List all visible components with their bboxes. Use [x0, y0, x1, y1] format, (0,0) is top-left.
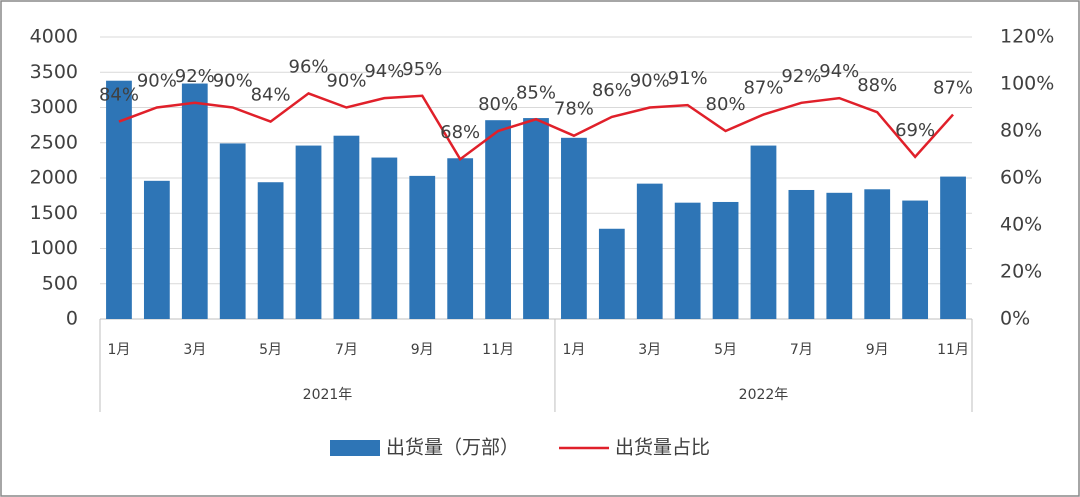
group-label: 2022年	[739, 387, 789, 403]
value-label: 94%	[819, 61, 859, 82]
legend-swatch	[330, 440, 380, 456]
x-tick-label: 1月	[107, 342, 130, 358]
bar	[902, 200, 929, 319]
bar	[788, 189, 815, 319]
legend-label: 出货量（万部）	[386, 437, 519, 459]
x-tick-label: 5月	[714, 342, 737, 358]
x-tick-label: 9月	[866, 342, 889, 358]
bar	[750, 145, 777, 319]
value-label: 95%	[402, 59, 442, 80]
x-tick-label: 3月	[638, 342, 661, 358]
y-tick-label: 3500	[30, 61, 78, 83]
bar	[636, 183, 663, 319]
y-tick-label: 4000	[30, 26, 78, 48]
bar	[598, 228, 625, 319]
value-label: 96%	[289, 56, 329, 77]
x-tick-label: 11月	[937, 342, 969, 358]
bar	[826, 192, 853, 319]
y2-tick-label: 60%	[1000, 167, 1042, 189]
bar	[106, 80, 132, 320]
bar	[712, 201, 739, 319]
value-label: 80%	[478, 94, 518, 115]
y-tick-label: 1000	[30, 237, 78, 259]
bar	[485, 120, 511, 319]
y-tick-label: 2000	[30, 167, 78, 189]
bar	[219, 143, 246, 319]
value-label: 84%	[251, 85, 291, 106]
y-tick-label: 1500	[30, 202, 78, 224]
y-tick-label: 2500	[30, 131, 78, 153]
y-tick-label: 3000	[30, 96, 78, 118]
bar	[561, 137, 587, 319]
bar	[333, 135, 360, 319]
value-label: 94%	[364, 61, 404, 82]
group-label: 2021年	[303, 387, 353, 403]
x-tick-label: 7月	[790, 342, 813, 358]
bar	[409, 175, 436, 319]
value-label: 78%	[554, 99, 594, 120]
x-tick-label: 3月	[183, 342, 206, 358]
value-label: 86%	[592, 80, 632, 101]
x-tick-label: 7月	[335, 342, 358, 358]
y2-tick-label: 100%	[1000, 73, 1054, 95]
value-label: 84%	[99, 85, 139, 106]
y-tick-label: 0	[66, 308, 78, 330]
bar	[295, 145, 322, 319]
bar	[181, 83, 208, 319]
value-label: 90%	[326, 71, 366, 92]
bar	[447, 158, 474, 319]
value-label: 90%	[630, 71, 670, 92]
y2-tick-label: 80%	[1000, 120, 1042, 142]
value-label: 91%	[668, 68, 708, 89]
bar	[940, 176, 966, 319]
bar	[143, 180, 170, 319]
value-label: 85%	[516, 82, 556, 103]
value-label: 92%	[781, 66, 821, 87]
y2-tick-label: 120%	[1000, 26, 1054, 48]
bar	[523, 118, 549, 319]
value-label: 92%	[175, 66, 215, 87]
value-label: 88%	[857, 75, 897, 96]
bar	[371, 157, 398, 319]
bar	[257, 182, 284, 319]
y2-tick-label: 20%	[1000, 261, 1042, 283]
x-tick-label: 9月	[411, 342, 434, 358]
value-label: 87%	[933, 78, 973, 99]
y2-tick-label: 0%	[1000, 308, 1030, 330]
value-label: 69%	[895, 120, 935, 141]
bar	[864, 189, 891, 319]
x-tick-label: 11月	[482, 342, 514, 358]
y-tick-label: 500	[42, 272, 78, 294]
value-label: 80%	[706, 94, 746, 115]
value-label: 90%	[213, 71, 253, 92]
value-label: 90%	[137, 71, 177, 92]
legend-label: 出货量占比	[615, 437, 710, 459]
value-label: 68%	[440, 122, 480, 143]
line	[118, 91, 954, 162]
x-tick-label: 1月	[562, 342, 585, 358]
y2-tick-label: 40%	[1000, 214, 1042, 236]
x-tick-label: 5月	[259, 342, 282, 358]
bar	[674, 202, 701, 319]
value-label: 87%	[743, 78, 783, 99]
